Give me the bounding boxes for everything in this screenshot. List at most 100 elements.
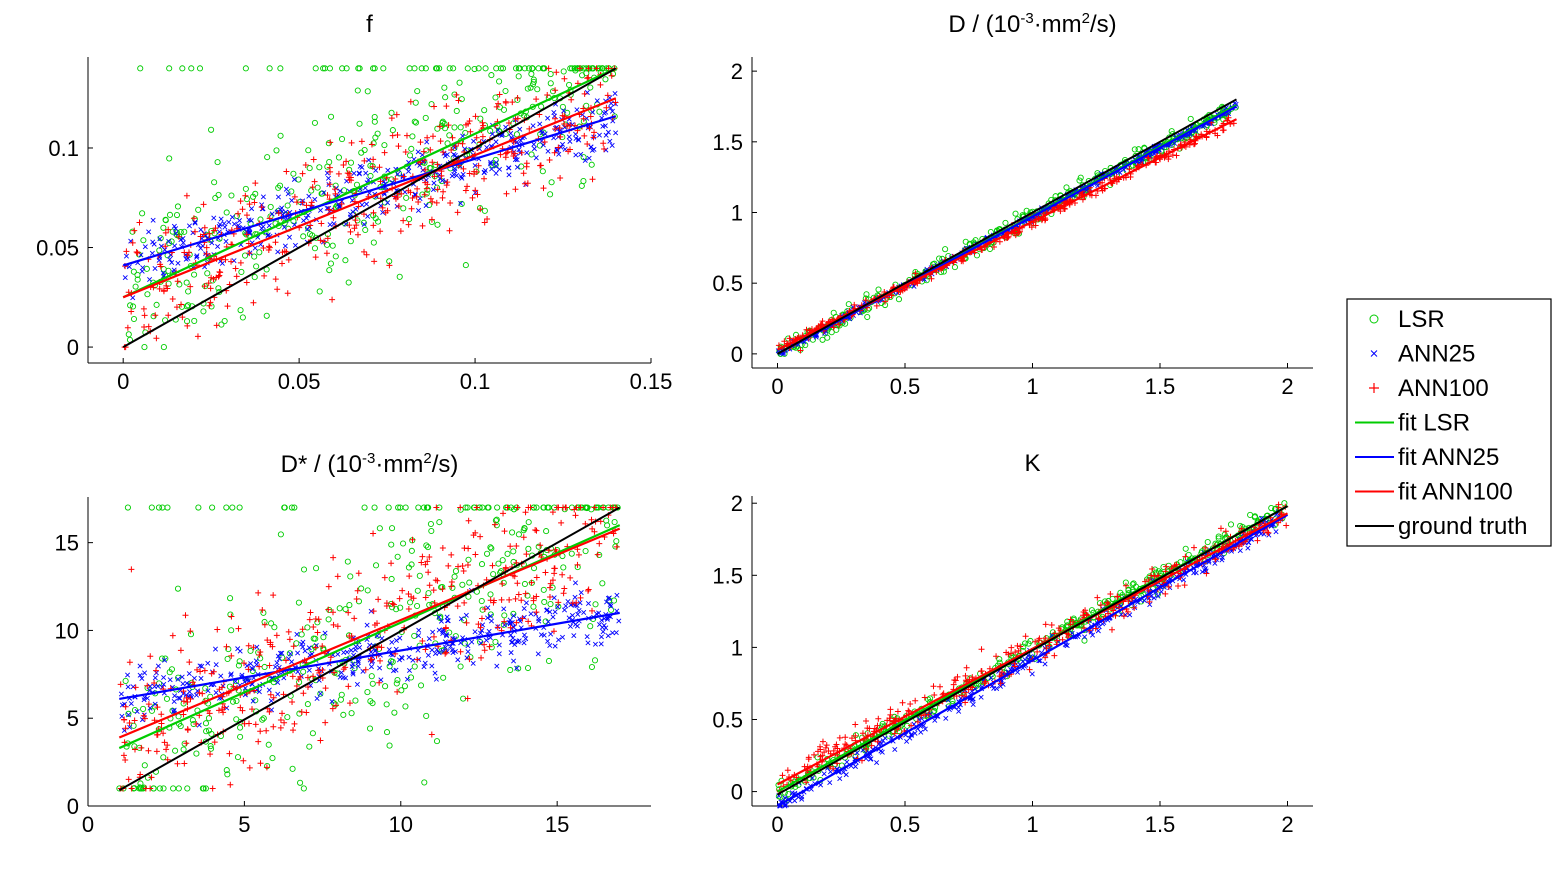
point-ann100 bbox=[272, 276, 279, 283]
point-lsr bbox=[169, 228, 176, 235]
point-lsr bbox=[376, 525, 383, 532]
point-ann100 bbox=[427, 195, 434, 202]
point-ann25 bbox=[538, 632, 544, 638]
point-ann25 bbox=[782, 795, 788, 801]
point-ann25 bbox=[166, 238, 172, 244]
point-ann100 bbox=[834, 745, 841, 752]
point-ann25 bbox=[545, 148, 551, 154]
point-lsr bbox=[293, 640, 300, 647]
point-lsr bbox=[1012, 210, 1019, 217]
point-lsr bbox=[148, 504, 155, 511]
point-ann100 bbox=[585, 65, 592, 72]
point-ann100 bbox=[389, 132, 396, 139]
point-ann100 bbox=[121, 716, 128, 723]
point-ann25 bbox=[1042, 661, 1048, 667]
point-lsr bbox=[252, 190, 259, 197]
point-lsr bbox=[420, 504, 427, 511]
point-lsr bbox=[388, 575, 395, 583]
point-lsr bbox=[452, 568, 459, 575]
point-ann25 bbox=[337, 674, 343, 680]
point-ann25 bbox=[880, 738, 886, 744]
point-ann100 bbox=[433, 199, 440, 206]
point-ann25 bbox=[994, 686, 1000, 692]
point-ann100 bbox=[299, 199, 306, 206]
point-lsr bbox=[311, 119, 318, 126]
point-ann100 bbox=[425, 569, 432, 576]
point-lsr bbox=[162, 216, 169, 223]
point-lsr bbox=[509, 529, 516, 536]
point-lsr bbox=[300, 566, 308, 573]
point-lsr bbox=[568, 65, 576, 72]
point-lsr bbox=[381, 142, 388, 149]
point-ann100 bbox=[1191, 141, 1198, 148]
point-ann25 bbox=[322, 630, 328, 636]
point-ann100 bbox=[1162, 590, 1169, 597]
point-ann25 bbox=[431, 180, 437, 186]
point-lsr bbox=[521, 65, 528, 72]
point-ann100 bbox=[532, 526, 539, 533]
point-ann100 bbox=[512, 116, 519, 123]
point-ann100 bbox=[1238, 541, 1245, 548]
point-ann25 bbox=[586, 155, 592, 161]
point-ann25 bbox=[550, 614, 556, 620]
point-ann100 bbox=[151, 679, 158, 686]
point-ann100 bbox=[459, 140, 466, 147]
point-ann25 bbox=[286, 234, 293, 240]
point-lsr bbox=[1251, 514, 1258, 521]
point-ann25 bbox=[336, 203, 343, 209]
point-lsr bbox=[495, 560, 502, 567]
point-ann100 bbox=[842, 741, 849, 748]
point-lsr bbox=[362, 226, 369, 234]
point-ann25 bbox=[1082, 634, 1088, 640]
point-lsr bbox=[496, 78, 503, 85]
point-ann100 bbox=[182, 612, 189, 619]
point-ann100 bbox=[342, 664, 349, 671]
point-ann100 bbox=[864, 725, 871, 732]
point-ann100 bbox=[173, 304, 180, 311]
point-ann100 bbox=[552, 125, 559, 132]
point-ann25 bbox=[531, 141, 537, 147]
point-lsr bbox=[144, 291, 151, 298]
point-lsr bbox=[125, 710, 132, 717]
point-ann100 bbox=[395, 143, 402, 150]
point-ann25 bbox=[126, 264, 132, 270]
point-lsr bbox=[229, 504, 236, 511]
point-lsr bbox=[436, 519, 443, 526]
point-ann100 bbox=[518, 597, 525, 604]
point-lsr bbox=[403, 194, 410, 201]
point-ann100 bbox=[125, 776, 132, 783]
point-lsr bbox=[560, 564, 567, 571]
point-ann100 bbox=[1015, 647, 1022, 654]
point-ann25 bbox=[416, 627, 422, 633]
point-ann25 bbox=[444, 152, 450, 158]
point-ann100 bbox=[335, 170, 342, 177]
point-ann100 bbox=[587, 113, 594, 120]
point-ann100 bbox=[128, 308, 135, 315]
point-ann25 bbox=[799, 796, 805, 802]
point-lsr bbox=[465, 556, 472, 563]
point-lsr bbox=[140, 784, 148, 791]
point-lsr bbox=[383, 729, 391, 736]
point-ann25 bbox=[363, 201, 370, 207]
point-ann100 bbox=[216, 686, 223, 693]
point-ann100 bbox=[419, 553, 426, 560]
point-ann100 bbox=[291, 720, 298, 727]
point-ann100 bbox=[546, 157, 553, 164]
point-ann100 bbox=[514, 504, 521, 511]
point-ann100 bbox=[152, 312, 159, 319]
point-ann100 bbox=[613, 543, 620, 550]
point-ann100 bbox=[501, 618, 508, 625]
point-lsr bbox=[163, 695, 171, 702]
point-ann100 bbox=[420, 148, 427, 155]
point-ann100 bbox=[419, 638, 426, 645]
point-ann100 bbox=[907, 700, 914, 707]
point-ann25 bbox=[275, 194, 281, 200]
point-ann25 bbox=[125, 712, 131, 718]
point-ann25 bbox=[283, 186, 289, 192]
point-ann25 bbox=[567, 623, 573, 629]
point-lsr bbox=[534, 86, 541, 93]
point-ann100 bbox=[848, 735, 855, 742]
point-ann25 bbox=[440, 630, 446, 637]
point-ann100 bbox=[181, 249, 188, 256]
point-ann25 bbox=[356, 171, 362, 177]
